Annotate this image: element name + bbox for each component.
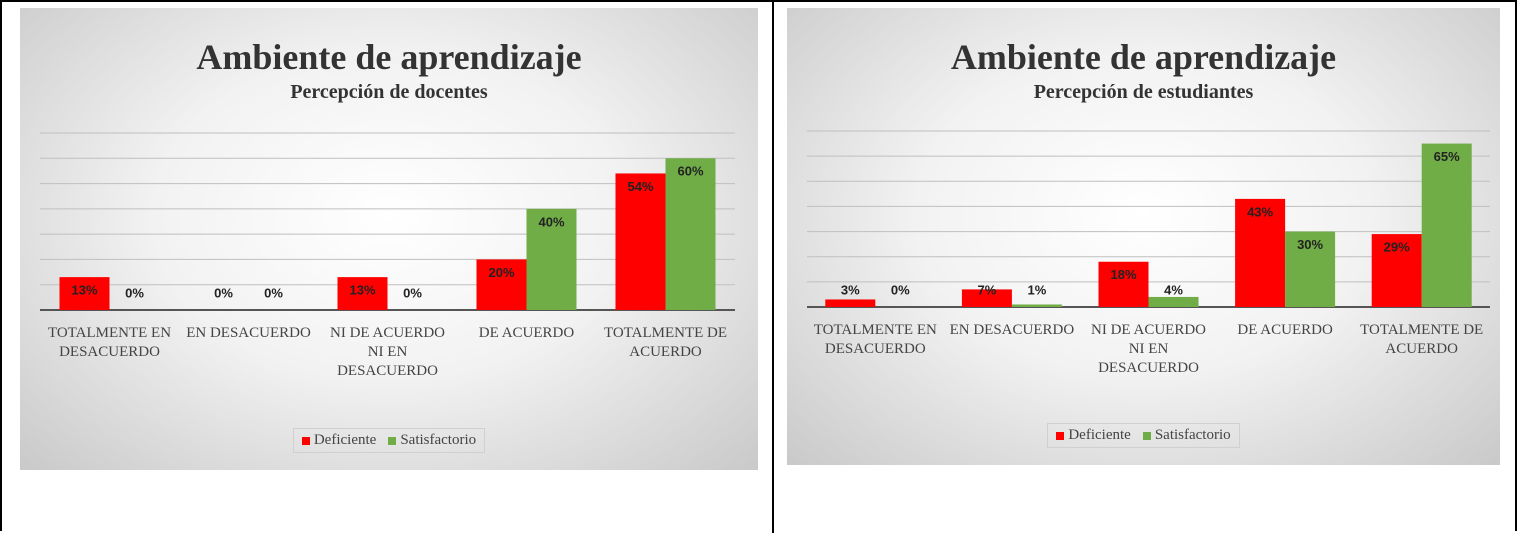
bar [1421,143,1472,307]
legend-box: Deficiente Satisfactorio [292,428,486,453]
bar [1285,231,1336,307]
bar [1011,304,1062,307]
legend: Deficiente Satisfactorio [20,428,758,453]
data-label: 0% [214,285,233,300]
data-label: 40% [538,214,564,229]
data-label: 7% [978,282,997,297]
x-tick-label: DE ACUERDO [478,325,575,341]
legend-item: Satisfactorio [1142,427,1231,444]
data-label: 30% [1297,237,1323,252]
data-label: 1% [1028,282,1047,297]
bar [615,173,666,310]
legend-item: Deficiente [301,432,377,449]
table-divider [772,0,774,533]
x-tick-label: TOTALMENTE EN DESACUERDO [813,322,937,357]
bar [1235,198,1286,307]
x-tick-label: TOTALMENTE EN DESACUERDO [47,325,172,360]
x-tick-label: TOTALMENTE DE ACUERDO [1360,322,1484,357]
bar [1148,296,1199,307]
data-label: 43% [1247,204,1273,219]
x-tick-label: DE ACUERDO [1237,322,1333,338]
data-label: 0% [403,285,422,300]
data-label: 3% [841,282,860,297]
data-label: 13% [349,283,375,298]
data-label: 4% [1164,282,1183,297]
chart-subtitle: Percepción de estudiantes [1033,81,1254,103]
data-label: 0% [264,285,283,300]
chart-subtitle: Percepción de docentes [290,81,488,103]
bar [476,259,527,310]
x-tick-label: EN DESACUERDO [949,322,1075,338]
legend-item: Satisfactorio [388,432,476,449]
legend-box: Deficiente Satisfactorio [1047,423,1240,448]
x-tick-label: NI DE ACUERDO NI EN DESACUERDO [330,325,445,379]
chart-title: Ambiente de aprendizaje [196,37,582,77]
legend-swatch [301,436,310,445]
legend-label: Deficiente [1068,427,1131,443]
data-label: 29% [1384,240,1410,255]
bar [1098,261,1149,307]
data-label: 65% [1434,149,1460,164]
x-tick-label: TOTALMENTE DE ACUERDO [603,325,728,360]
legend-item: Deficiente [1056,427,1131,444]
bar [59,277,110,310]
x-tick-label: NI DE ACUERDO NI EN DESACUERDO [1091,322,1206,376]
legend-swatch [1056,431,1065,440]
bar [825,299,876,307]
bar [526,208,577,310]
data-label: 54% [627,179,653,194]
data-label: 20% [488,265,514,280]
plot: 3% 0% 7% 1% 18% 4% 43% 30% 29% 65% [807,130,1490,308]
bar [961,289,1012,307]
plot: 13% 0% 0% 0% 13% 0% 20% 40% 54% 60% [40,132,735,311]
data-label: 0% [891,282,910,297]
bar [337,277,388,310]
chart: Ambiente de aprendizaje Percepción de doc… [20,8,758,470]
chart: Ambiente de aprendizaje Percepción de est… [787,8,1500,465]
legend-swatch [388,436,397,445]
legend-label: Satisfactorio [400,432,477,448]
x-tick-label: EN DESACUERDO [186,325,311,341]
legend: Deficiente Satisfactorio [787,423,1500,448]
chart-title: Ambiente de aprendizaje [950,37,1337,77]
data-label: 13% [71,283,97,298]
bar [1371,234,1422,307]
legend-swatch [1142,431,1151,440]
data-label: 18% [1110,267,1136,282]
data-label: 0% [125,285,144,300]
legend-label: Deficiente [313,432,377,448]
bar [665,158,716,310]
data-label: 60% [677,164,703,179]
legend-label: Satisfactorio [1154,427,1231,443]
